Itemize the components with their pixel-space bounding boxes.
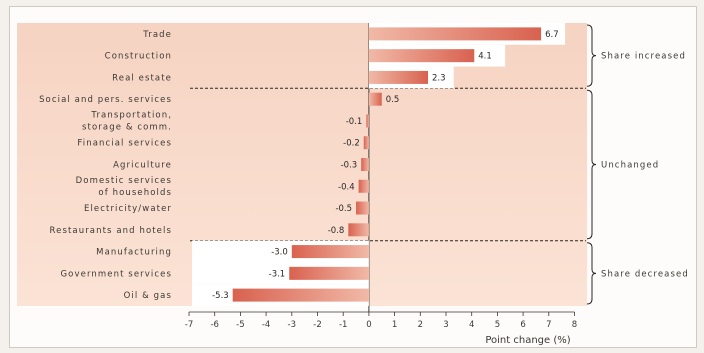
category-label: Social and pers. services — [39, 95, 172, 105]
x-tick-label: -2 — [313, 320, 321, 330]
group-brace — [586, 242, 597, 305]
bar — [232, 288, 369, 302]
value-label: -0.8 — [328, 226, 345, 236]
x-tick-label: 2 — [418, 320, 423, 330]
category-label: Restaurants and hotels — [50, 226, 173, 236]
value-label: 0.5 — [386, 95, 400, 105]
value-label: -3.0 — [271, 248, 288, 258]
bar — [368, 49, 475, 63]
bar — [348, 223, 369, 237]
value-label: -5.3 — [212, 291, 229, 301]
category-label: storage & comm. — [82, 122, 172, 132]
x-tick-label: 7 — [546, 320, 551, 330]
category-label: Oil & gas — [124, 291, 172, 301]
value-label: -0.5 — [335, 204, 352, 214]
bar — [368, 70, 429, 84]
value-label: -0.1 — [346, 117, 363, 127]
category-label: Domestic services — [76, 176, 172, 186]
bar — [291, 245, 369, 259]
category-label: Manufacturing — [96, 248, 172, 258]
value-label: 2.3 — [432, 73, 446, 83]
x-tick-label: -1 — [339, 320, 347, 330]
bar — [368, 27, 542, 41]
group-label: Share decreased — [601, 269, 689, 279]
bar — [361, 158, 369, 171]
category-label: Government services — [61, 269, 173, 279]
value-label: -0.2 — [343, 139, 360, 149]
x-tick-label: 0 — [366, 320, 371, 330]
bar — [356, 201, 369, 215]
category-label: Agriculture — [113, 161, 172, 171]
value-label: 6.7 — [545, 30, 559, 40]
bar — [368, 92, 382, 106]
x-tick-label: 3 — [443, 320, 448, 330]
x-tick-label: -7 — [185, 320, 193, 330]
value-label: -0.4 — [338, 182, 355, 192]
category-label: Real estate — [112, 73, 172, 83]
category-label: Financial services — [77, 139, 172, 149]
value-label: -3.1 — [269, 269, 286, 279]
x-tick-label: -3 — [288, 320, 296, 330]
category-label: Trade — [142, 30, 172, 40]
x-tick-label: 8 — [572, 320, 577, 330]
x-axis-label: Point change (%) — [485, 335, 570, 346]
bar — [363, 136, 369, 150]
x-tick-label: 5 — [495, 320, 500, 330]
bar — [358, 179, 369, 193]
group-label: Unchanged — [601, 161, 659, 171]
x-tick-label: 4 — [469, 320, 474, 330]
group-brace — [586, 89, 597, 240]
bar — [366, 114, 369, 128]
value-label: -0.3 — [341, 161, 358, 171]
x-tick-label: -6 — [210, 320, 218, 330]
group-label: Share increased — [601, 52, 686, 62]
bar — [289, 266, 369, 280]
category-label: of households — [98, 188, 172, 198]
x-tick-label: 1 — [392, 320, 397, 330]
x-tick-label: -5 — [236, 320, 244, 330]
value-label: 4.1 — [478, 52, 492, 62]
category-label: Electricity/water — [84, 204, 172, 214]
category-label: Construction — [105, 52, 172, 62]
category-label: Transportation, — [90, 110, 172, 120]
x-tick-label: 6 — [520, 320, 525, 330]
group-brace — [586, 24, 597, 87]
x-tick-label: -4 — [262, 320, 270, 330]
